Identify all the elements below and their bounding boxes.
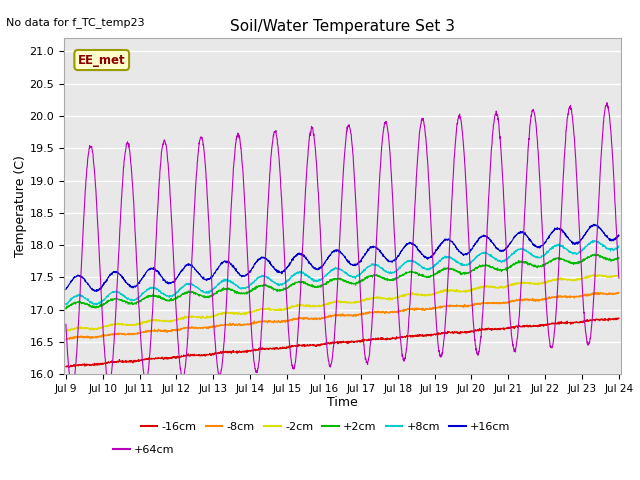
+16cm [582,231,589,237]
Line: +8cm: +8cm [66,240,619,305]
+8cm [371,262,378,267]
-8cm [216,322,224,328]
Text: EE_met: EE_met [78,53,125,67]
-16cm [62,364,70,370]
+16cm [216,263,224,268]
+8cm [62,302,70,308]
+64cm [582,330,589,336]
+64cm [62,322,70,327]
-2cm [582,275,589,281]
+2cm [615,255,623,261]
-8cm [582,292,589,298]
-2cm [371,295,378,301]
Legend: +64cm: +64cm [109,441,179,459]
-8cm [62,337,70,343]
+16cm [371,244,378,250]
+8cm [566,250,574,255]
+2cm [62,305,70,311]
Line: +2cm: +2cm [66,254,619,309]
-8cm [615,290,623,296]
-16cm [615,315,623,321]
Line: +64cm: +64cm [66,103,619,389]
-16cm [65,364,73,370]
+2cm [504,266,511,272]
+64cm [504,265,511,271]
+16cm [62,287,70,292]
+16cm [566,238,574,243]
+2cm [371,272,378,278]
-2cm [589,272,597,277]
+64cm [358,326,366,332]
+2cm [358,276,366,282]
-8cm [358,312,366,317]
-8cm [566,294,574,300]
-2cm [615,272,623,277]
+16cm [504,245,511,251]
-16cm [216,349,224,355]
+8cm [582,244,589,250]
-2cm [504,284,511,289]
+2cm [62,306,70,312]
Text: No data for f_TC_temp23: No data for f_TC_temp23 [6,17,145,28]
-16cm [504,325,511,331]
-16cm [582,318,589,324]
-2cm [216,311,224,316]
+2cm [582,256,589,262]
+16cm [589,221,597,227]
+16cm [615,233,623,239]
-16cm [358,337,366,343]
Y-axis label: Temperature (C): Temperature (C) [13,156,27,257]
+8cm [358,269,366,275]
+64cm [371,275,378,281]
Line: -2cm: -2cm [66,275,619,331]
-16cm [566,319,574,325]
+2cm [591,251,598,257]
-8cm [614,289,622,295]
+64cm [68,386,76,392]
+2cm [216,288,224,294]
Title: Soil/Water Temperature Set 3: Soil/Water Temperature Set 3 [230,20,455,35]
+64cm [566,104,574,110]
+8cm [615,243,623,249]
+8cm [593,238,600,243]
Line: -16cm: -16cm [66,318,619,367]
+64cm [604,100,611,106]
+64cm [216,372,224,377]
+2cm [566,260,574,265]
Line: -8cm: -8cm [66,292,619,340]
-2cm [358,298,366,304]
-16cm [371,336,378,342]
+16cm [93,288,100,294]
+8cm [216,280,224,286]
X-axis label: Time: Time [327,396,358,408]
-2cm [63,328,70,334]
-8cm [371,310,378,315]
-2cm [566,277,574,283]
+16cm [358,255,366,261]
+8cm [62,301,70,307]
-2cm [62,328,70,334]
-16cm [615,315,623,321]
+8cm [504,257,511,263]
Line: +16cm: +16cm [66,224,619,291]
+64cm [615,275,623,281]
-8cm [503,300,511,306]
